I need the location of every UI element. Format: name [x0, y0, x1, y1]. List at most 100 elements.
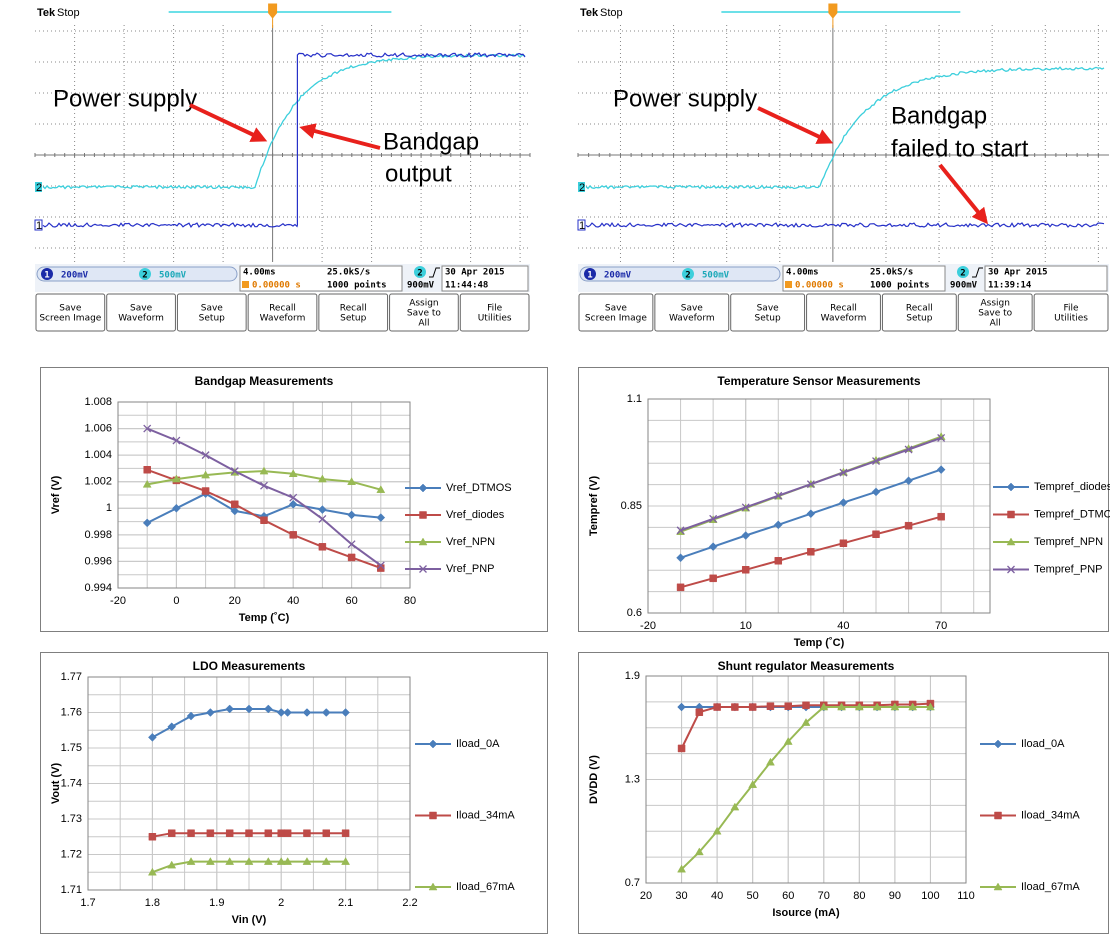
annotation: Bandgap	[383, 128, 479, 155]
data-point	[840, 540, 847, 547]
legend-label: Iload_0A	[456, 738, 500, 750]
x-tick-label: 50	[747, 890, 759, 902]
menu-button-label: Waveform	[821, 314, 867, 324]
y-tick-label: 1.72	[61, 848, 82, 860]
data-point	[742, 566, 749, 573]
x-tick-label: 10	[740, 620, 752, 632]
y-tick-label: 1	[106, 502, 112, 514]
figure: TekStop21Power supplyBandgapoutput1200mV…	[0, 0, 1110, 935]
data-point	[731, 704, 738, 711]
data-point	[226, 830, 233, 837]
data-point	[231, 501, 238, 508]
data-point	[207, 830, 214, 837]
menu-button-label: Assign	[980, 299, 1009, 309]
y-tick-label: 1.008	[84, 396, 112, 408]
x-tick-label: 20	[640, 890, 652, 902]
y-tick-label: 0.6	[627, 607, 642, 619]
annotation: Power supply	[53, 85, 197, 112]
ch2-scale: 500mV	[702, 271, 730, 281]
menu-button-label: All	[990, 319, 1001, 329]
data-point	[749, 704, 756, 711]
data-point	[785, 703, 792, 710]
legend-label: Iload_34mA	[456, 809, 515, 821]
data-point	[807, 548, 814, 555]
x-tick-label: 70	[818, 890, 830, 902]
data-point	[323, 830, 330, 837]
data-point	[261, 517, 268, 524]
menu-button-label: Recall	[906, 304, 933, 314]
menu-button-label: Waveform	[118, 314, 164, 324]
y-axis-title: Tempref (V)	[588, 476, 600, 537]
x-tick-label: 30	[675, 890, 687, 902]
data-point	[348, 554, 355, 561]
x-axis-title: Temp (˚C)	[794, 637, 845, 649]
ch2-badge-label: 2	[685, 271, 690, 281]
annotation: output	[385, 160, 452, 187]
legend-label: Tempref_diodes	[1034, 481, 1110, 493]
menu-button-label: Utilities	[478, 314, 512, 324]
trigger-level: 900mV	[407, 281, 435, 291]
data-point	[775, 557, 782, 564]
annotation: Power supply	[613, 85, 757, 112]
date: 30 Apr 2015	[445, 268, 505, 278]
y-axis-title: Vout (V)	[50, 762, 62, 804]
menu-button-label: Recall	[269, 304, 296, 314]
x-tick-label: 2.2	[402, 897, 417, 909]
data-point	[278, 830, 285, 837]
x-tick-label: 100	[921, 890, 939, 902]
y-tick-label: 1.9	[625, 670, 640, 682]
x-axis-title: Isource (mA)	[772, 907, 840, 919]
ch1-marker-label: 1	[36, 220, 42, 232]
x-tick-label: 2	[278, 897, 284, 909]
horizontal-scale: 4.00ms	[786, 268, 819, 278]
menu-button-label: File	[1064, 304, 1080, 314]
scope: TekStop21Power supplyBandgapoutput1200mV…	[35, 0, 530, 331]
date: 30 Apr 2015	[988, 268, 1048, 278]
menu-button-label: Recall	[830, 304, 857, 314]
menu-button-label: Setup	[906, 314, 932, 324]
data-point	[144, 466, 151, 473]
ch1-badge-label: 1	[44, 271, 49, 281]
data-point	[696, 709, 703, 716]
position-icon	[242, 281, 249, 288]
data-point	[246, 830, 253, 837]
sample-rate: 25.0kS/s	[870, 268, 913, 278]
legend-marker	[430, 812, 437, 819]
legend-label: Iload_67mA	[1021, 881, 1080, 893]
data-point	[303, 830, 310, 837]
data-point	[678, 745, 685, 752]
legend-label: Iload_34mA	[1021, 809, 1080, 821]
data-point	[873, 531, 880, 538]
y-tick-label: 0.994	[84, 582, 112, 594]
position-icon	[785, 281, 792, 288]
y-tick-label: 1.3	[625, 773, 640, 785]
ch1-marker-label: 1	[579, 220, 585, 232]
record-length: 1000 points	[327, 280, 387, 291]
x-tick-label: 20	[229, 595, 241, 607]
menu-button-label: Save	[757, 304, 780, 314]
x-tick-label: 1.7	[80, 897, 95, 909]
x-tick-label: 110	[957, 890, 975, 902]
y-tick-label: 1.002	[84, 476, 112, 488]
x-tick-label: 40	[837, 620, 849, 632]
menu-button-label: Save	[681, 304, 704, 314]
x-tick-label: 1.9	[209, 897, 224, 909]
menu-button-label: Setup	[199, 314, 225, 324]
menu-button-label: Utilities	[1054, 314, 1088, 324]
ch1-scale: 200mV	[604, 271, 632, 281]
x-tick-label: 90	[889, 890, 901, 902]
data-point	[290, 531, 297, 538]
y-tick-label: 1.71	[61, 884, 82, 896]
legend-label: Vref_DTMOS	[446, 482, 512, 494]
time: 11:39:14	[988, 281, 1032, 291]
record-length: 1000 points	[870, 280, 930, 291]
legend-label: Vref_NPN	[446, 536, 495, 548]
x-tick-label: 40	[287, 595, 299, 607]
y-tick-label: 1.73	[61, 813, 82, 825]
x-tick-label: 60	[782, 890, 794, 902]
page: TekStop21Power supplyBandgapoutput1200mV…	[0, 0, 1110, 935]
legend-label: Iload_67mA	[456, 881, 515, 893]
y-tick-label: 0.7	[625, 877, 640, 889]
legend-label: Tempref_DTMOS	[1034, 508, 1110, 520]
trigger-badge-label: 2	[417, 269, 422, 279]
